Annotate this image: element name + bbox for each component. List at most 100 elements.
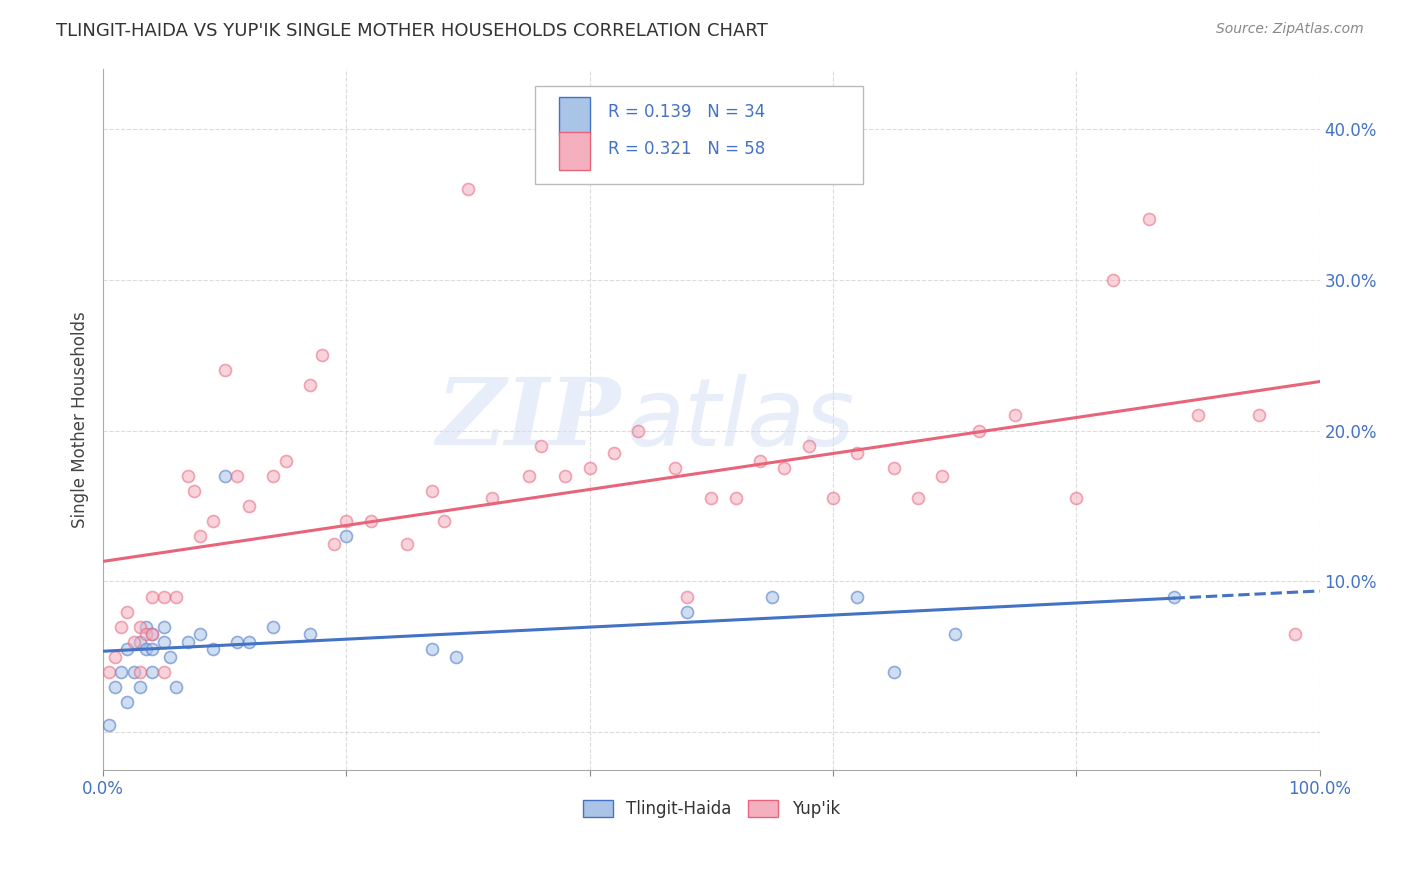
Text: TLINGIT-HAIDA VS YUP'IK SINGLE MOTHER HOUSEHOLDS CORRELATION CHART: TLINGIT-HAIDA VS YUP'IK SINGLE MOTHER HO…: [56, 22, 768, 40]
FancyBboxPatch shape: [560, 132, 589, 170]
Point: [226, 634, 249, 648]
Point: [177, 634, 200, 648]
Point: [141, 590, 163, 604]
Legend: Tlingit-Haida, Yup'ik: Tlingit-Haida, Yup'ik: [576, 793, 846, 825]
Point: [554, 468, 576, 483]
Point: [627, 424, 650, 438]
Point: [190, 529, 212, 543]
Point: [117, 695, 139, 709]
Point: [773, 461, 796, 475]
Point: [298, 627, 321, 641]
Point: [165, 590, 187, 604]
Point: [135, 627, 157, 641]
Point: [153, 590, 176, 604]
Point: [238, 634, 260, 648]
Point: [177, 468, 200, 483]
Text: atlas: atlas: [626, 374, 855, 465]
Point: [433, 514, 456, 528]
Point: [201, 642, 224, 657]
Point: [676, 590, 699, 604]
FancyBboxPatch shape: [534, 86, 863, 185]
Point: [1137, 212, 1160, 227]
Point: [907, 491, 929, 506]
Point: [396, 537, 419, 551]
Point: [141, 642, 163, 657]
Point: [274, 454, 297, 468]
Point: [1064, 491, 1087, 506]
Point: [578, 461, 600, 475]
Point: [153, 665, 176, 679]
Point: [110, 665, 132, 679]
Point: [153, 634, 176, 648]
Point: [159, 649, 181, 664]
Point: [323, 537, 346, 551]
Point: [104, 649, 127, 664]
Point: [98, 665, 121, 679]
Point: [335, 529, 357, 543]
Text: R = 0.139   N = 34: R = 0.139 N = 34: [607, 103, 765, 121]
Point: [135, 620, 157, 634]
Point: [226, 468, 249, 483]
Point: [420, 483, 443, 498]
Point: [98, 717, 121, 731]
Point: [481, 491, 503, 506]
Point: [238, 499, 260, 513]
Point: [141, 627, 163, 641]
Point: [883, 665, 905, 679]
Point: [797, 439, 820, 453]
Point: [104, 680, 127, 694]
Point: [141, 665, 163, 679]
Point: [262, 620, 284, 634]
Point: [1247, 409, 1270, 423]
Point: [664, 461, 686, 475]
Point: [128, 634, 150, 648]
Point: [603, 446, 626, 460]
Point: [883, 461, 905, 475]
Point: [128, 680, 150, 694]
Point: [110, 620, 132, 634]
Point: [1163, 590, 1185, 604]
Point: [311, 348, 333, 362]
Point: [122, 665, 145, 679]
Point: [122, 634, 145, 648]
Point: [135, 642, 157, 657]
Point: [1101, 273, 1123, 287]
Point: [943, 627, 966, 641]
Point: [1187, 409, 1209, 423]
Point: [141, 627, 163, 641]
Point: [967, 424, 990, 438]
Point: [1004, 409, 1026, 423]
Point: [298, 378, 321, 392]
Point: [530, 439, 553, 453]
Y-axis label: Single Mother Households: Single Mother Households: [72, 311, 89, 528]
Text: Source: ZipAtlas.com: Source: ZipAtlas.com: [1216, 22, 1364, 37]
Point: [117, 642, 139, 657]
Point: [183, 483, 205, 498]
Text: ZIP: ZIP: [436, 375, 620, 464]
Point: [262, 468, 284, 483]
Point: [761, 590, 783, 604]
FancyBboxPatch shape: [560, 96, 589, 136]
Point: [153, 620, 176, 634]
Point: [128, 665, 150, 679]
Point: [676, 605, 699, 619]
Point: [117, 605, 139, 619]
Point: [190, 627, 212, 641]
Point: [214, 363, 236, 377]
Point: [420, 642, 443, 657]
Point: [165, 680, 187, 694]
Point: [749, 454, 772, 468]
Point: [846, 590, 869, 604]
Point: [457, 182, 479, 196]
Point: [517, 468, 540, 483]
Point: [444, 649, 467, 664]
Point: [931, 468, 953, 483]
Point: [846, 446, 869, 460]
Point: [128, 620, 150, 634]
Text: R = 0.321   N = 58: R = 0.321 N = 58: [607, 140, 765, 158]
Point: [700, 491, 723, 506]
Point: [724, 491, 747, 506]
Point: [214, 468, 236, 483]
Point: [821, 491, 844, 506]
Point: [360, 514, 382, 528]
